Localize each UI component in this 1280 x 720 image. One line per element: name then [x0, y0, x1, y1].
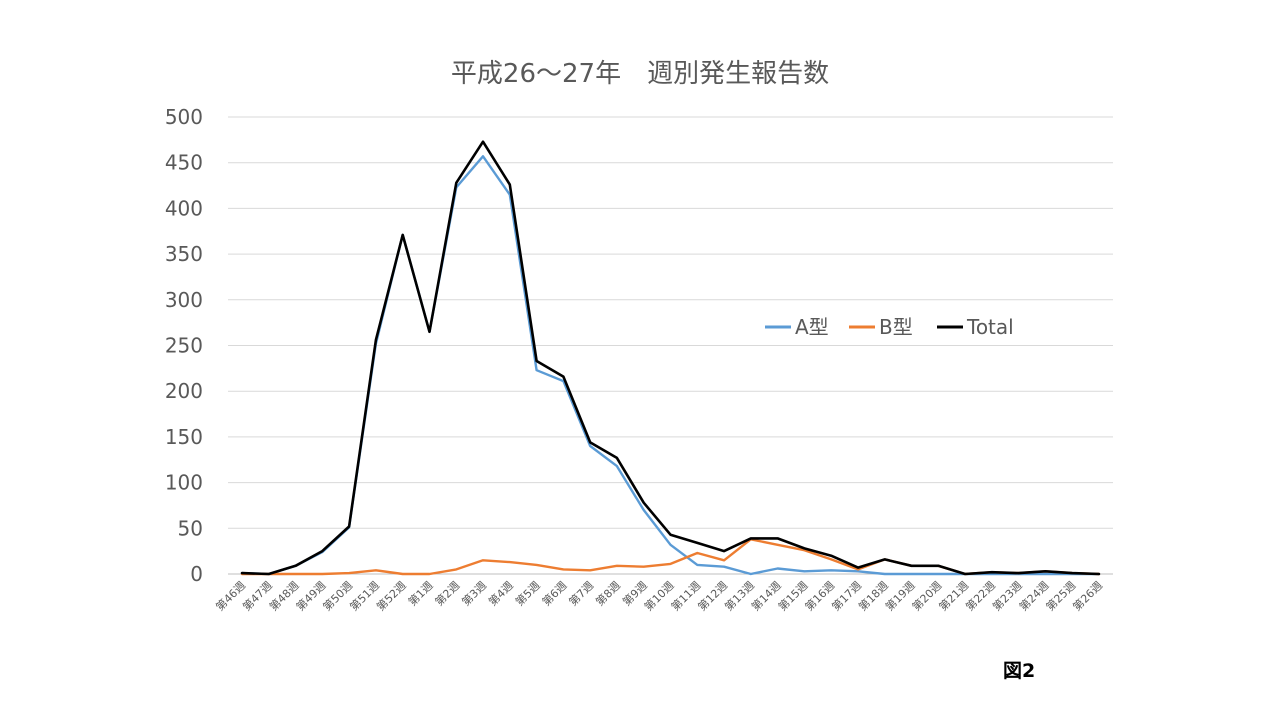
y-tick-label: 300: [165, 288, 203, 312]
x-tick-label: 第1週: [405, 578, 435, 608]
x-tick-label: 第5週: [512, 578, 542, 608]
series-line-0: [240, 155, 1101, 576]
y-tick-label: 250: [165, 334, 203, 358]
y-tick-label: 450: [165, 151, 203, 175]
legend-label: A型: [795, 315, 829, 339]
x-axis-tick-labels: 第46週第47週第48週第49週第50週第51週第52週第1週第2週第3週第4週…: [213, 578, 1105, 613]
x-tick-label: 第7週: [566, 578, 596, 608]
legend-label: B型: [879, 315, 913, 339]
y-tick-label: 400: [165, 196, 203, 220]
y-axis-tick-labels: 0 50 100 150 200 250 300 350 400 450 500: [165, 105, 203, 586]
y-tick-label: 500: [165, 105, 203, 129]
chart-title: 平成26～27年 週別発生報告数: [451, 59, 829, 89]
gridlines: [228, 116, 1113, 575]
figure-label: 図2: [1003, 660, 1035, 682]
y-tick-label: 200: [165, 379, 203, 403]
legend: A型 B型 Total: [765, 315, 1014, 339]
x-tick-label: 第52週: [373, 578, 408, 613]
y-tick-label: 150: [165, 425, 203, 449]
x-tick-label: 第8週: [593, 578, 623, 608]
y-tick-label: 350: [165, 242, 203, 266]
series-line-2: [240, 140, 1101, 576]
x-tick-label: 第2週: [432, 578, 462, 608]
x-tick-label: 第26週: [1070, 578, 1105, 613]
x-tick-label: 第4週: [486, 578, 516, 608]
y-tick-label: 0: [190, 562, 203, 586]
y-tick-label: 100: [165, 471, 203, 495]
x-tick-label: 第3週: [459, 578, 489, 608]
y-tick-label: 50: [178, 516, 203, 540]
x-tick-label: 第6週: [539, 578, 569, 608]
series-lines: [240, 140, 1101, 576]
legend-label: Total: [966, 315, 1014, 339]
